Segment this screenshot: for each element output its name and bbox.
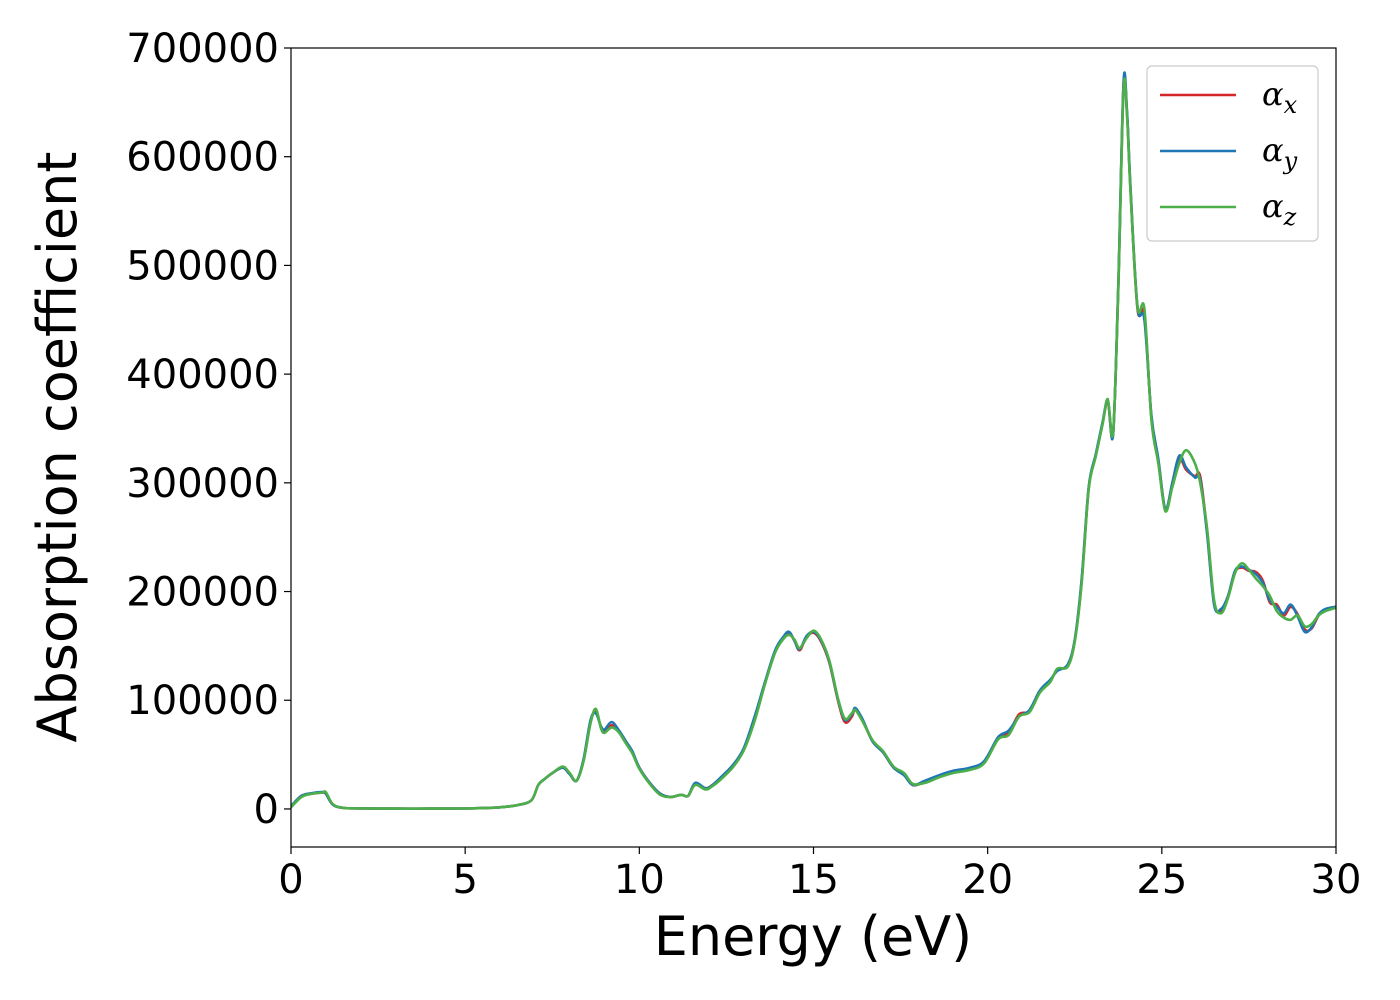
y-axis: 0 100000 200000 300000 400000 500000 600000 700… bbox=[126, 26, 291, 833]
y-tick-label: 300000 bbox=[126, 461, 279, 507]
x-tick-label: 15 bbox=[788, 857, 839, 903]
y-tick-label: 600000 bbox=[126, 135, 279, 181]
x-axis: 0 5 10 15 20 25 30 bbox=[278, 847, 1361, 903]
x-tick-label: 20 bbox=[962, 857, 1013, 903]
legend-label-alpha-y: αy bbox=[1262, 131, 1298, 175]
y-tick-label: 400000 bbox=[126, 352, 279, 398]
x-tick-label: 25 bbox=[1136, 857, 1187, 903]
series-line-alpha-z bbox=[291, 77, 1336, 810]
x-tick-label: 0 bbox=[278, 857, 303, 903]
x-axis-title: Energy (eV) bbox=[654, 905, 973, 968]
y-tick-label: 700000 bbox=[126, 26, 279, 72]
x-tick-label: 5 bbox=[452, 857, 477, 903]
legend-box bbox=[1146, 65, 1319, 242]
legend-label-alpha-z: αz bbox=[1262, 187, 1297, 231]
x-tick-label: 30 bbox=[1311, 857, 1362, 903]
legend: αx αy αz bbox=[1146, 65, 1319, 242]
x-tick-label: 10 bbox=[614, 857, 665, 903]
legend-label-alpha-x: αx bbox=[1262, 75, 1298, 119]
series-layer bbox=[291, 71, 1336, 810]
y-tick-label: 100000 bbox=[126, 678, 279, 724]
y-axis-title: Absorption coefficient bbox=[26, 152, 89, 743]
y-tick-label: 0 bbox=[254, 787, 279, 833]
y-tick-label: 500000 bbox=[126, 243, 279, 289]
y-tick-label: 200000 bbox=[126, 570, 279, 616]
